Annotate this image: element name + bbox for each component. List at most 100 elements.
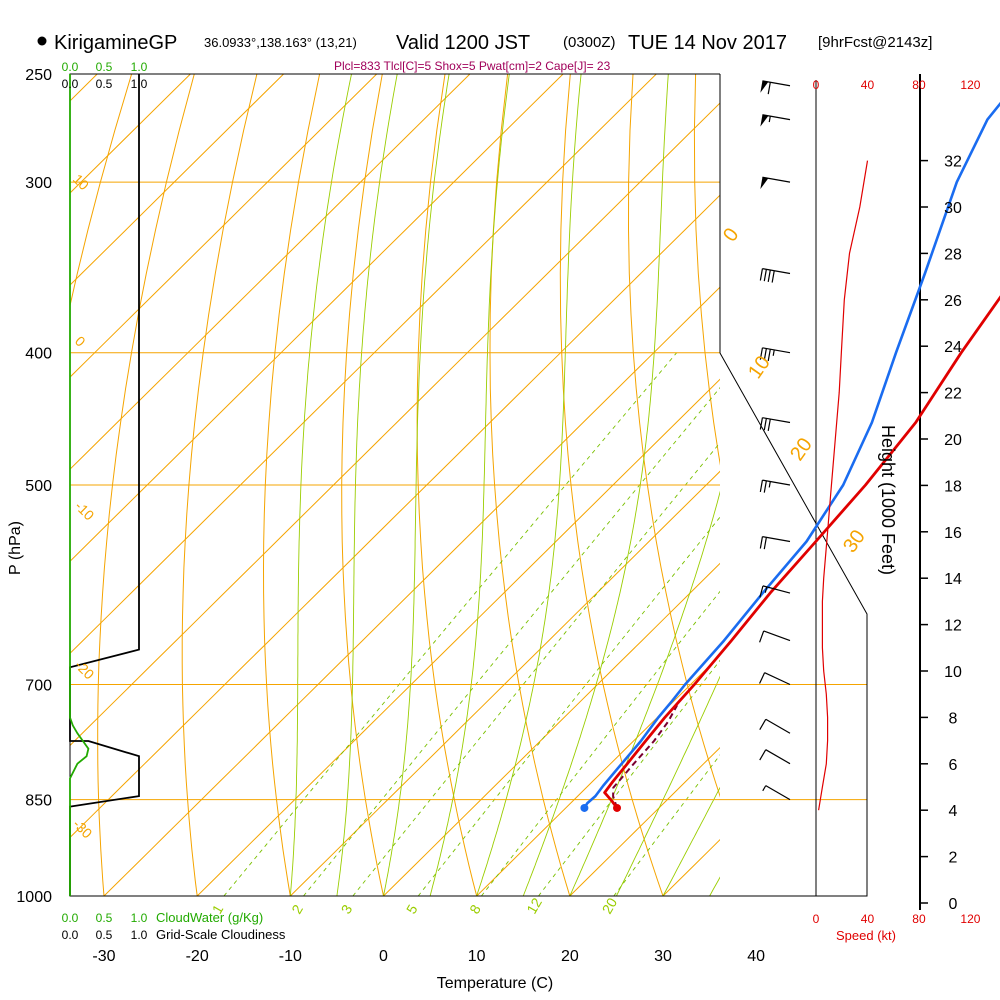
wind-barb-full [763, 480, 767, 493]
isotherm-line [70, 102, 720, 747]
wind-barb-full [763, 348, 767, 361]
dry-adiabat-line [693, 74, 720, 466]
temperature-tick-label: 20 [561, 948, 579, 965]
height-axis-title: Height (1000 Feet) [878, 425, 898, 575]
cloud-water-tick-top: 0.5 [96, 60, 113, 74]
cloud-water-tick-bottom: 0.5 [96, 911, 113, 925]
station-coords: 36.0933°,138.163° (13,21) [204, 35, 357, 50]
mixing-ratio-line [417, 516, 720, 896]
y-axis-title: P (hPa) [7, 521, 24, 575]
pressure-tick-label: 400 [25, 346, 52, 363]
dry-adiabat-line [181, 74, 258, 896]
wind-barbs [759, 80, 791, 801]
mixing-ratio-label: 5 [403, 902, 421, 917]
height-tick-label: 20 [944, 432, 962, 449]
wind-barb-full [759, 480, 764, 493]
sounding-profiles [69, 74, 1000, 896]
wind-barb-full [759, 417, 764, 430]
speed-tick-top: 120 [960, 78, 980, 92]
parcel-line [612, 704, 678, 809]
mixing-ratio-line [481, 590, 720, 896]
wind-barb-full [759, 718, 767, 730]
wind-barb [759, 479, 791, 493]
dry-adiabat-line [262, 74, 321, 896]
cloud-water-tick-top: 0.0 [62, 60, 79, 74]
cloud-water-tick-bottom: 1.0 [131, 911, 148, 925]
pressure-tick-label: 500 [25, 478, 52, 495]
height-tick-label: 8 [949, 710, 958, 727]
wind-barb [759, 749, 791, 765]
wind-barb [759, 347, 791, 362]
x-axis-title: Temperature (C) [437, 975, 553, 992]
wind-barb-staff [763, 630, 791, 642]
mixing-ratio-line [303, 387, 720, 896]
wind-barb-staff [762, 268, 791, 275]
moist-adiabat-line [289, 74, 352, 896]
wind-barb-half [768, 481, 771, 488]
wind-barb-staff [765, 749, 791, 765]
height-tick-label: 32 [944, 154, 962, 171]
height-tick-label: 0 [949, 896, 958, 913]
temperature-tick-label: 30 [654, 948, 672, 965]
wind-barb-pennant [760, 177, 769, 190]
speed-tick-top: 40 [861, 78, 875, 92]
stability-indices: Plcl=833 Tlcl[C]=5 Shox=5 Pwat[cm]=2 Cap… [334, 59, 611, 73]
dry-adiabat-line [341, 74, 384, 896]
dry-adiabat-line [884, 74, 1000, 896]
mixing-ratio-label: 3 [338, 902, 356, 917]
temperature-tick-label: -30 [92, 948, 115, 965]
wind-barb-full [759, 672, 766, 684]
speed-tick-bottom: 80 [912, 912, 926, 926]
cloud-water-line [69, 74, 90, 896]
wind-barb [759, 268, 791, 283]
height-tick-label: 16 [944, 525, 962, 542]
moist-adiabat-line [662, 786, 720, 896]
wind-barb [759, 585, 791, 598]
height-tick-label: 22 [944, 386, 962, 403]
wind-barb-full [759, 536, 764, 549]
speed-profile-line [818, 160, 869, 811]
moist-adiabat-line [615, 675, 720, 896]
cloudiness-tick-bottom: 0.5 [96, 928, 113, 942]
cloudiness-tick-top: 0.0 [62, 77, 79, 91]
valid-time: Valid 1200 JST [396, 32, 530, 54]
valid-date: TUE 14 Nov 2017 [628, 32, 787, 54]
wind-barb-staff [765, 718, 791, 734]
moist-adiabat-line [336, 74, 398, 896]
isotherm-line [70, 74, 378, 378]
wind-barb [759, 630, 791, 643]
dry-adiabat-label: -30 [70, 816, 96, 842]
wind-barb-staff [764, 672, 791, 686]
wind-barb-full [763, 537, 767, 550]
wind-barb [759, 417, 791, 431]
isotherm-line [476, 654, 720, 896]
wind-barb-full [759, 630, 765, 643]
wind-barb-half [772, 349, 775, 356]
valid-zulu: (0300Z) [563, 34, 616, 51]
wind-barb-staff [762, 479, 791, 486]
height-tick-label: 14 [944, 571, 962, 588]
speed-tick-top: 0 [813, 78, 820, 92]
forecast-info: [9hrFcst@2143z] [818, 34, 932, 51]
isotherm-line [383, 562, 720, 896]
temperature-tick-label: -10 [279, 948, 302, 965]
mixing-ratio-label: 8 [466, 902, 484, 917]
temperature-tick-label: 40 [747, 948, 765, 965]
speed-tick-bottom: 0 [813, 912, 820, 926]
mixing-ratio-line [613, 754, 720, 896]
height-tick-label: 30 [944, 200, 962, 217]
height-tick-label: 18 [944, 478, 962, 495]
wind-barb-staff [762, 347, 791, 354]
wind-barb-staff [762, 536, 791, 543]
moist-adiabat-line [569, 490, 720, 896]
dry-adiabat-line [416, 74, 478, 896]
wind-barb-pennant [760, 80, 769, 93]
isotherm-label: 0 [719, 224, 743, 246]
isotherm-line [70, 194, 720, 839]
wind-barb-full [767, 269, 771, 282]
isotherm-line [569, 746, 720, 896]
speed-tick-bottom: 40 [861, 912, 875, 926]
isotherm-line [70, 74, 657, 655]
